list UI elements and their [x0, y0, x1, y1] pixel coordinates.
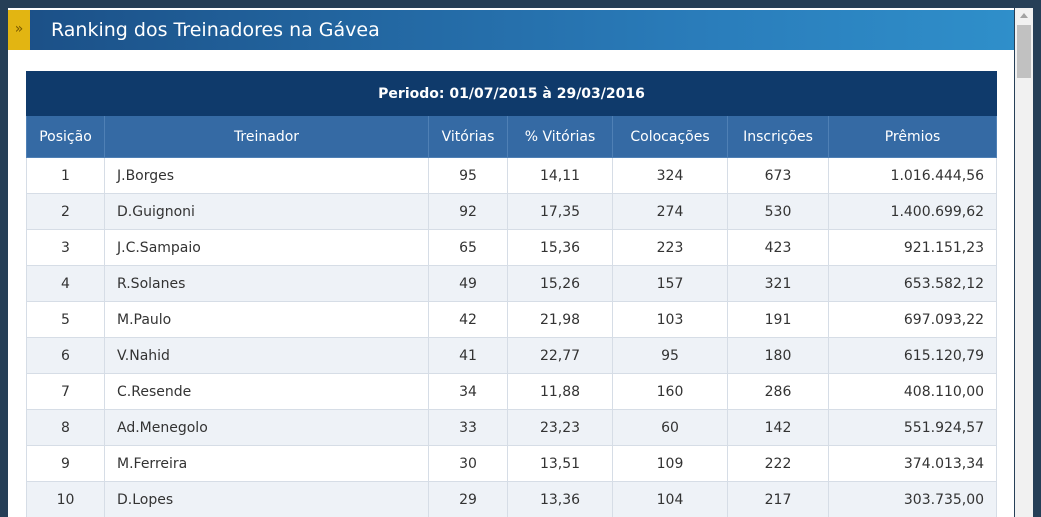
table-cell: 6 [26, 337, 105, 374]
table-row: 8 Ad.Menegolo 33 23,23 60 142 551.924,57 [26, 409, 998, 446]
table-cell: 42 [428, 301, 508, 338]
column-header: Posição [26, 115, 105, 158]
table-cell: 673 [727, 157, 829, 194]
ranking-table: Periodo: 01/07/2015 à 29/03/2016 Posição… [25, 71, 998, 517]
table-cell: 95 [612, 337, 728, 374]
table-cell: 23,23 [507, 409, 613, 446]
table-cell: 65 [428, 229, 508, 266]
table-cell: 3 [26, 229, 105, 266]
table-cell: 9 [26, 445, 105, 482]
collapse-icon[interactable]: » [8, 10, 30, 50]
table-cell: 17,35 [507, 193, 613, 230]
table-cell: 13,51 [507, 445, 613, 482]
panel: » Ranking dos Treinadores na Gávea Perio… [8, 8, 1014, 517]
table-cell: 653.582,12 [827, 265, 998, 302]
table-cell: 223 [612, 229, 728, 266]
column-header: Colocações [612, 115, 728, 158]
table-row: 4 R.Solanes 49 15,26 157 321 653.582,12 [26, 265, 998, 302]
table-cell: 92 [428, 193, 508, 230]
table-cell: 15,36 [507, 229, 613, 266]
table-cell: 15,26 [507, 265, 613, 302]
table-row: 1 J.Borges 95 14,11 324 673 1.016.444,56 [26, 157, 998, 194]
table-cell: R.Solanes [104, 265, 429, 302]
column-header: % Vitórias [507, 115, 613, 158]
table-cell: 530 [727, 193, 829, 230]
table-cell: 10 [26, 481, 105, 517]
table-cell: 2 [26, 193, 105, 230]
table-cell: 324 [612, 157, 728, 194]
table-cell: V.Nahid [104, 337, 429, 374]
table-cell: 30 [428, 445, 508, 482]
table-cell: 303.735,00 [827, 481, 998, 517]
table-cell: 180 [727, 337, 829, 374]
table-cell: 191 [727, 301, 829, 338]
table-cell: 274 [612, 193, 728, 230]
table-cell: 33 [428, 409, 508, 446]
table-cell: 11,88 [507, 373, 613, 410]
panel-header: » Ranking dos Treinadores na Gávea [8, 10, 1014, 50]
table-cell: 103 [612, 301, 728, 338]
scroll-up[interactable] [1020, 13, 1028, 18]
table-cell: 921.151,23 [827, 229, 998, 266]
table-cell: 1.400.699,62 [827, 193, 998, 230]
table-cell: 49 [428, 265, 508, 302]
table-row: 3 J.C.Sampaio 65 15,36 223 423 921.151,23 [26, 229, 998, 266]
panel-title: Ranking dos Treinadores na Gávea [51, 19, 380, 41]
table-cell: C.Resende [104, 373, 429, 410]
table-cell: 157 [612, 265, 728, 302]
table-cell: 1 [26, 157, 105, 194]
column-header: Inscrições [727, 115, 829, 158]
column-header: Treinador [104, 115, 429, 158]
table-cell: 697.093,22 [827, 301, 998, 338]
table-cell: 615.120,79 [827, 337, 998, 374]
table-cell: 222 [727, 445, 829, 482]
table-cell: 217 [727, 481, 829, 517]
table-cell: 142 [727, 409, 829, 446]
table-cell: 29 [428, 481, 508, 517]
table-row: 5 M.Paulo 42 21,98 103 191 697.093,22 [26, 301, 998, 338]
table-cell: 22,77 [507, 337, 613, 374]
table-row: 9 M.Ferreira 30 13,51 109 222 374.013,34 [26, 445, 998, 482]
table-row: 6 V.Nahid 41 22,77 95 180 615.120,79 [26, 337, 998, 374]
table-cell: 5 [26, 301, 105, 338]
table-body: 1 J.Borges 95 14,11 324 673 1.016.444,56 2 D.Gui… [26, 157, 998, 517]
table-row: 7 C.Resende 34 11,88 160 286 408.110,00 [26, 373, 998, 410]
table-cell: 13,36 [507, 481, 613, 517]
table-cell: J.Borges [104, 157, 429, 194]
table-cell: 95 [428, 157, 508, 194]
table-cell: Ad.Menegolo [104, 409, 429, 446]
table-cell: 41 [428, 337, 508, 374]
table-cell: 286 [727, 373, 829, 410]
table-cell: D.Guignoni [104, 193, 429, 230]
table-cell: 1.016.444,56 [827, 157, 998, 194]
header-row: Posição Treinador Vitórias% Vitórias Coloca… [26, 115, 998, 158]
table-cell: 21,98 [507, 301, 613, 338]
table-cell: 8 [26, 409, 105, 446]
column-header: Vitórias [428, 115, 508, 158]
scroll-thumb[interactable] [1017, 25, 1031, 78]
table-cell: J.C.Sampaio [104, 229, 429, 266]
table-cell: D.Lopes [104, 481, 429, 517]
table-cell: 4 [26, 265, 105, 302]
table-cell: 160 [612, 373, 728, 410]
table-cell: 14,11 [507, 157, 613, 194]
table-cell: 374.013,34 [827, 445, 998, 482]
table-cell: 408.110,00 [827, 373, 998, 410]
table-cell: 321 [727, 265, 829, 302]
table-cell: 551.924,57 [827, 409, 998, 446]
scrollbar[interactable] [1015, 8, 1033, 517]
table-row: 2 D.Guignoni 92 17,35 274 530 1.400.699,62 [26, 193, 998, 230]
table-cell: 109 [612, 445, 728, 482]
table-cell: 104 [612, 481, 728, 517]
table-cell: 60 [612, 409, 728, 446]
table-cell: M.Paulo [104, 301, 429, 338]
table-cell: 7 [26, 373, 105, 410]
column-header: Prêmios [827, 115, 998, 158]
period: Periodo: 01/07/2015 à 29/03/2016 [25, 71, 998, 116]
table-row: 10 D.Lopes 29 13,36 104 217 303.735,00 [26, 481, 998, 517]
table-cell: 423 [727, 229, 829, 266]
table-cell: 34 [428, 373, 508, 410]
table-cell: M.Ferreira [104, 445, 429, 482]
